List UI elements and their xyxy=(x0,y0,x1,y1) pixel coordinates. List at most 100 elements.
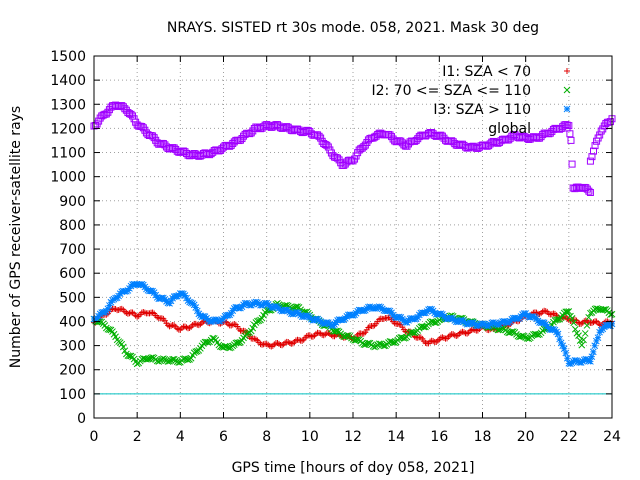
data-point-series-3 xyxy=(144,286,152,294)
data-point-series-2 xyxy=(563,86,571,94)
data-point-series-3 xyxy=(587,358,594,365)
data-point-series-3 xyxy=(229,307,237,315)
data-point-series-3 xyxy=(408,314,415,322)
data-point-series-2 xyxy=(226,344,234,352)
data-point-series-4 xyxy=(563,124,571,132)
data-point-series-3 xyxy=(563,105,571,113)
data-point-series-3 xyxy=(582,355,590,363)
data-point-series-3 xyxy=(591,342,599,350)
data-point-series-3 xyxy=(388,309,395,317)
data-point-series-2 xyxy=(580,336,587,344)
data-point-series-4 xyxy=(565,122,573,130)
data-point-series-3 xyxy=(104,305,112,313)
data-point-series-3 xyxy=(375,303,383,310)
data-point-series-2 xyxy=(149,353,156,361)
data-point-series-3 xyxy=(526,313,534,321)
data-point-series-3 xyxy=(346,311,354,318)
x-tick-label: 14 xyxy=(387,429,405,445)
data-point-series-3 xyxy=(360,307,368,315)
legend-marker-series-4 xyxy=(563,124,571,132)
data-point-series-3 xyxy=(554,330,562,338)
data-point-series-2 xyxy=(585,313,593,321)
data-point-series-3 xyxy=(300,313,308,321)
data-point-series-2 xyxy=(533,330,540,338)
legend-label-series-1: I1: SZA < 70 xyxy=(442,64,531,80)
data-point-series-3 xyxy=(250,299,258,306)
data-point-series-2 xyxy=(365,339,372,347)
x-axis-title: GPS time [hours of doy 058, 2021] xyxy=(232,460,475,476)
data-point-series-2 xyxy=(354,336,361,343)
data-point-series-3 xyxy=(303,312,311,319)
x-tick-label: 24 xyxy=(603,429,621,445)
data-point-series-2 xyxy=(369,342,377,350)
data-point-series-3 xyxy=(594,334,602,342)
data-point-series-2 xyxy=(119,343,127,351)
y-tick-label: 1500 xyxy=(50,49,86,65)
data-point-series-3 xyxy=(192,304,200,311)
data-point-series-3 xyxy=(227,309,235,317)
legend-marker-series-2 xyxy=(563,86,571,94)
y-tick-label: 1400 xyxy=(50,73,86,89)
legend-label-series-2: I2: 70 <= SZA <= 110 xyxy=(371,83,531,99)
data-point-series-3 xyxy=(320,320,328,328)
y-tick-label: 1300 xyxy=(50,97,86,113)
data-point-series-3 xyxy=(167,297,175,305)
x-tick-label: 12 xyxy=(344,429,362,445)
data-point-series-2 xyxy=(160,355,167,362)
data-point-series-3 xyxy=(456,317,463,325)
chart-title: NRAYS. SISTED rt 30s mode. 058, 2021. Ma… xyxy=(167,20,539,36)
data-point-series-2 xyxy=(583,322,591,329)
data-point-series-3 xyxy=(164,299,172,307)
data-point-series-2 xyxy=(570,319,578,327)
data-point-series-4 xyxy=(586,157,594,165)
data-point-series-3 xyxy=(183,294,190,302)
y-tick-label: 500 xyxy=(59,290,86,306)
x-tick-label: 4 xyxy=(176,429,185,445)
data-point-series-3 xyxy=(559,342,567,350)
data-point-series-3 xyxy=(556,335,563,343)
x-tick-label: 2 xyxy=(133,429,142,445)
data-point-series-2 xyxy=(203,338,210,346)
x-tick-label: 6 xyxy=(219,429,228,445)
y-tick-label: 800 xyxy=(59,218,86,234)
data-point-series-2 xyxy=(568,314,576,322)
x-tick-label: 16 xyxy=(430,429,448,445)
data-point-series-3 xyxy=(366,303,374,311)
x-tick-label: 22 xyxy=(560,429,578,445)
data-point-series-1 xyxy=(564,68,570,74)
data-point-series-4 xyxy=(586,189,594,197)
x-tick-label: 20 xyxy=(517,429,535,445)
data-point-series-3 xyxy=(414,313,422,321)
data-point-series-2 xyxy=(563,308,571,316)
data-point-series-4 xyxy=(590,147,597,155)
data-point-series-3 xyxy=(95,312,102,320)
data-point-series-2 xyxy=(175,359,183,366)
data-point-series-3 xyxy=(493,320,500,328)
data-point-series-3 xyxy=(133,280,141,288)
data-point-series-2 xyxy=(158,355,166,363)
y-tick-label: 400 xyxy=(59,314,86,330)
data-point-series-2 xyxy=(519,332,526,340)
series-layer xyxy=(90,101,616,368)
data-point-series-3 xyxy=(272,302,280,310)
y-tick-label: 300 xyxy=(59,339,86,355)
data-point-series-3 xyxy=(269,304,277,311)
data-point-series-3 xyxy=(494,321,502,329)
data-point-series-2 xyxy=(565,308,573,315)
data-point-series-3 xyxy=(115,292,123,300)
data-point-series-3 xyxy=(156,295,164,302)
data-point-series-3 xyxy=(118,288,126,296)
data-point-series-3 xyxy=(126,285,133,292)
y-tick-label: 100 xyxy=(59,387,86,403)
data-point-series-3 xyxy=(198,313,206,321)
y-tick-label: 900 xyxy=(59,194,86,210)
data-point-series-3 xyxy=(557,339,565,347)
data-point-series-3 xyxy=(474,322,482,330)
y-tick-label: 600 xyxy=(59,266,86,282)
data-point-series-3 xyxy=(580,356,588,364)
data-point-series-3 xyxy=(411,315,419,323)
data-point-series-3 xyxy=(289,310,297,318)
data-point-series-3 xyxy=(190,301,198,309)
